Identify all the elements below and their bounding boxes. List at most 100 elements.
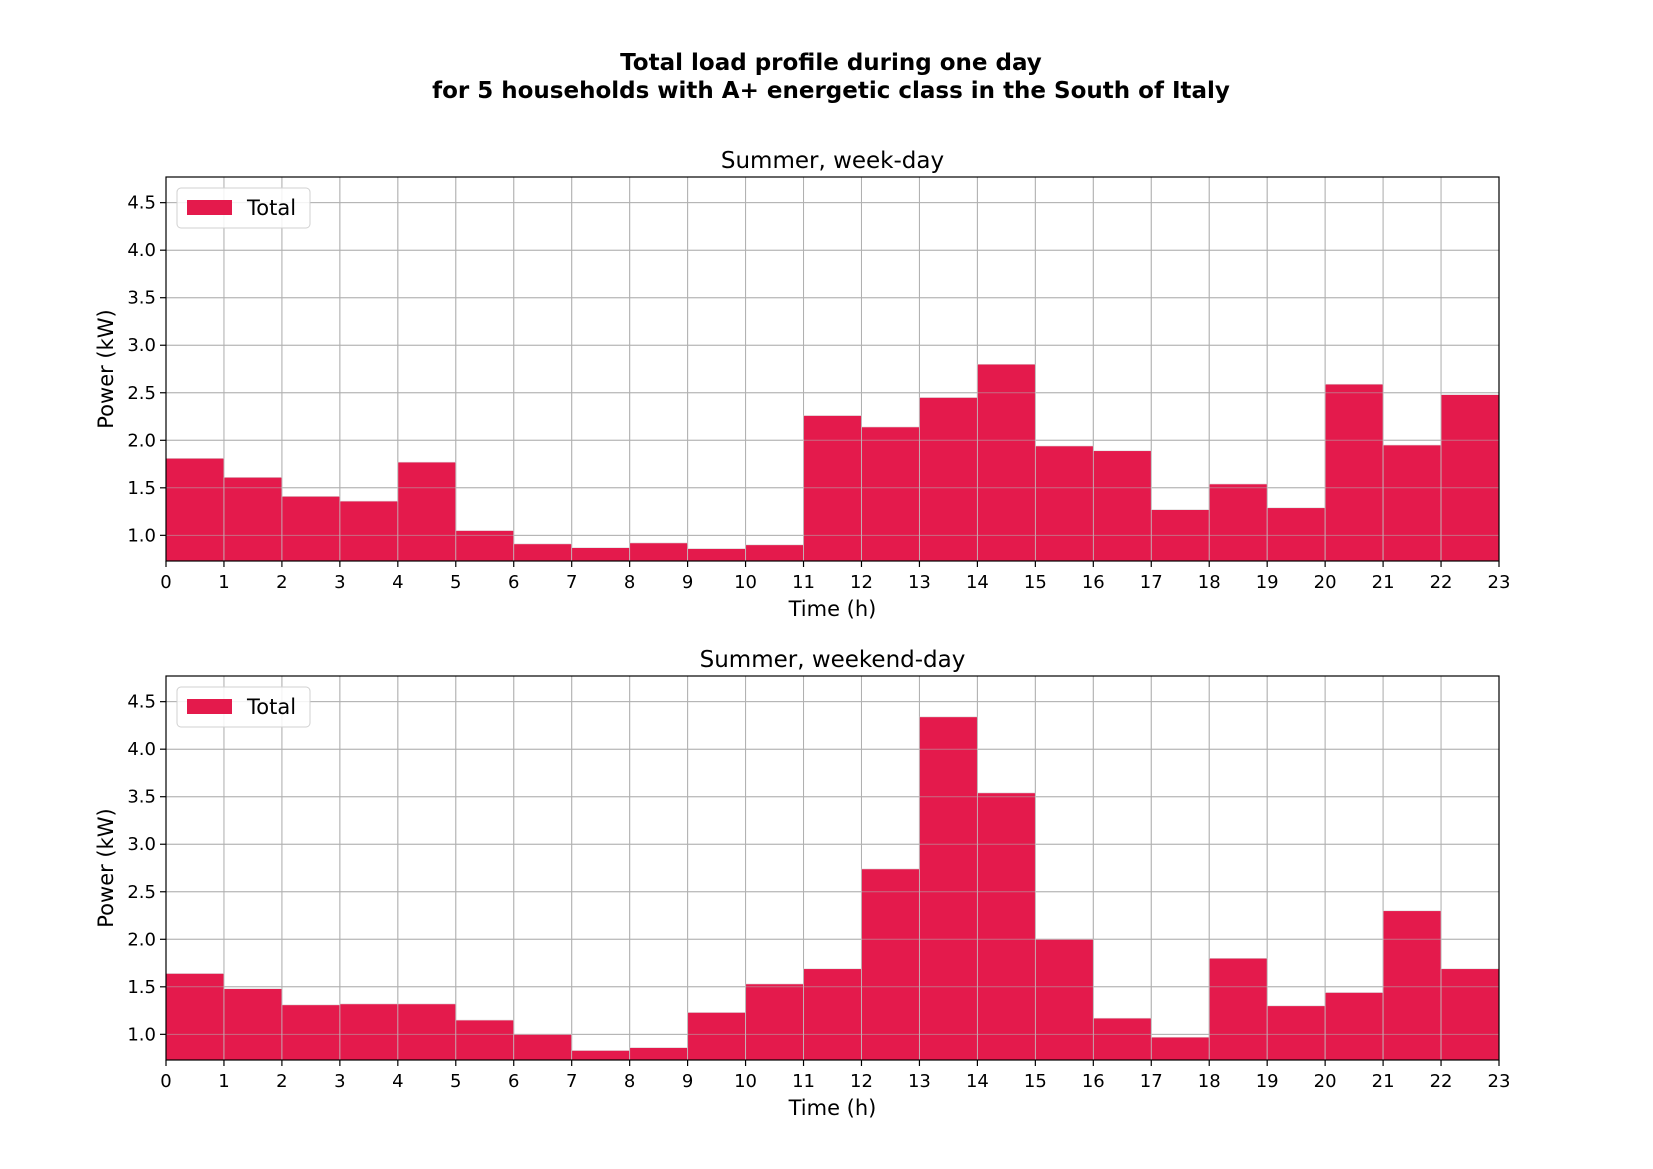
bar — [223, 477, 283, 562]
y-axis: 1.0 1.5 2.0 2.5 3.0 3.5 4.0 4.5 — [127, 193, 166, 546]
x-tick-label: 17 — [1140, 1071, 1163, 1092]
x-tick-label: 0 — [160, 572, 171, 593]
x-tick-label: 15 — [1024, 1071, 1047, 1092]
x-tick-label: 2 — [276, 572, 287, 593]
bar — [513, 543, 572, 562]
y-tick-label: 3.5 — [127, 787, 156, 808]
y-tick-label: 1.5 — [127, 977, 156, 998]
bar — [165, 458, 225, 562]
y-tick-label: 3.0 — [127, 335, 156, 356]
bar — [687, 548, 746, 562]
bar — [281, 496, 341, 562]
x-tick-label: 15 — [1024, 572, 1047, 593]
plot-summer-week-day: 0 1 2 3 4 5 6 7 8 9 10 11 12 13 14 15 16 17 18 19 20 21 22 231.… — [94, 148, 1510, 621]
bar — [1093, 1017, 1152, 1061]
y-tick-label: 2.0 — [127, 929, 156, 950]
bar — [397, 1003, 457, 1061]
x-tick-label: 11 — [792, 1071, 815, 1092]
x-tick-label: 3 — [334, 1071, 345, 1092]
bar — [223, 988, 283, 1061]
x-tick-label: 6 — [508, 572, 519, 593]
x-tick-label: 4 — [392, 1071, 403, 1092]
bar — [1035, 445, 1094, 562]
bar — [919, 716, 978, 1061]
bar — [629, 542, 688, 562]
y-tick-label: 2.0 — [127, 430, 156, 451]
figure-title-line-1: Total load profile during one day — [620, 50, 1042, 76]
grid-overlay — [165, 676, 1500, 1060]
x-tick-label: 0 — [160, 1071, 171, 1092]
bar — [339, 1003, 399, 1061]
figure-title-line-2: for 5 households with A+ energetic class… — [432, 78, 1230, 104]
x-tick-label: 10 — [734, 1071, 757, 1092]
y-tick-label: 1.0 — [127, 1024, 156, 1045]
bar — [571, 547, 630, 562]
x-tick-label: 14 — [966, 1071, 989, 1092]
bar — [1324, 383, 1384, 562]
axes-title: Summer, week-day — [721, 148, 944, 174]
bar — [339, 500, 399, 562]
y-tick-label: 4.0 — [127, 240, 156, 261]
grid-overlay — [165, 177, 1500, 561]
x-tick-label: 1 — [218, 572, 229, 593]
bar — [1208, 483, 1268, 562]
bar — [745, 983, 804, 1061]
axes-title: Summer, weekend-day — [700, 647, 966, 673]
x-axis-label: Time (h) — [788, 1096, 877, 1120]
x-tick-label: 12 — [850, 572, 873, 593]
bar — [861, 868, 920, 1061]
legend-swatch — [187, 699, 232, 714]
x-tick-label: 3 — [334, 572, 345, 593]
x-tick-label: 19 — [1256, 1071, 1279, 1092]
bar — [861, 426, 920, 562]
bar — [1440, 394, 1500, 562]
x-tick-label: 17 — [1140, 572, 1163, 593]
plot-summer-weekend-day: 0 1 2 3 4 5 6 7 8 9 10 11 12 13 14 15 16 17 18 19 20 21 22 231.… — [94, 647, 1510, 1120]
y-tick-label: 2.5 — [127, 383, 156, 404]
y-tick-label: 3.5 — [127, 288, 156, 309]
y-axis-label: Power (kW) — [94, 808, 118, 927]
x-axis-label: Time (h) — [788, 597, 877, 621]
axes-frame — [165, 176, 1500, 562]
x-tick-label: 18 — [1198, 572, 1221, 593]
x-tick-label: 22 — [1430, 572, 1453, 593]
bar — [281, 1004, 341, 1061]
x-tick-label: 16 — [1082, 1071, 1105, 1092]
legend: Total — [176, 686, 311, 728]
y-axis: 1.0 1.5 2.0 2.5 3.0 3.5 4.0 4.5 — [127, 692, 166, 1045]
bars — [165, 716, 1500, 1061]
x-tick-label: 16 — [1082, 572, 1105, 593]
bar — [1150, 1036, 1210, 1061]
x-tick-label: 13 — [908, 572, 931, 593]
x-tick-label: 20 — [1314, 1071, 1337, 1092]
x-tick-label: 7 — [566, 572, 577, 593]
bar — [919, 397, 978, 562]
bar — [397, 461, 457, 562]
x-tick-label: 1 — [218, 1071, 229, 1092]
y-tick-label: 1.0 — [127, 525, 156, 546]
x-tick-label: 5 — [450, 572, 461, 593]
legend-box — [176, 187, 311, 229]
x-tick-label: 2 — [276, 1071, 287, 1092]
x-tick-label: 4 — [392, 572, 403, 593]
axes-frame — [165, 675, 1500, 1061]
legend-label: Total — [246, 695, 296, 719]
bar — [571, 1050, 630, 1061]
x-tick-label: 9 — [682, 1071, 693, 1092]
bar — [745, 544, 804, 562]
x-tick-label: 23 — [1488, 1071, 1511, 1092]
bar — [1208, 957, 1268, 1061]
bar — [455, 1019, 515, 1061]
bar — [1440, 968, 1500, 1061]
legend-label: Total — [246, 196, 296, 220]
x-tick-label: 13 — [908, 1071, 931, 1092]
bar — [629, 1047, 688, 1061]
x-tick-label: 8 — [624, 572, 635, 593]
bar — [1035, 938, 1094, 1061]
x-tick-label: 22 — [1430, 1071, 1453, 1092]
bar — [513, 1034, 572, 1061]
x-tick-label: 6 — [508, 1071, 519, 1092]
y-tick-label: 3.0 — [127, 834, 156, 855]
legend: Total — [176, 187, 311, 229]
x-tick-label: 21 — [1372, 572, 1395, 593]
